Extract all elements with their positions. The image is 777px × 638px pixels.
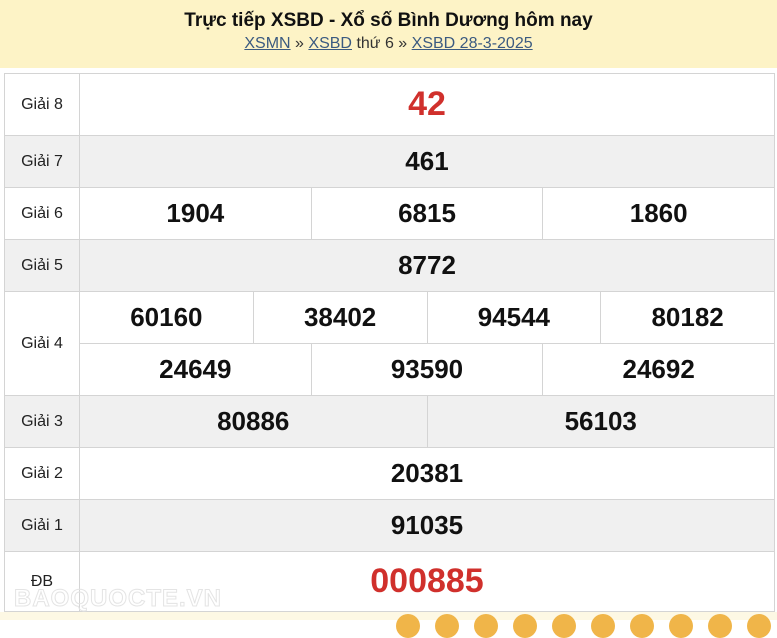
prize-number: 42 xyxy=(79,73,775,136)
prize-number: 91035 xyxy=(79,499,775,552)
prize-number: 24649 xyxy=(80,344,312,395)
breadcrumb-sep: » xyxy=(295,35,304,52)
prize-label: Giải 4 xyxy=(4,291,80,396)
link-xsmn[interactable]: XSMN xyxy=(244,35,291,52)
watermark: BAOQUOCTE.VN xyxy=(13,585,223,613)
prize-number: 93590 xyxy=(312,344,544,395)
prize-label: Giải 7 xyxy=(4,135,80,188)
link-xsbd[interactable]: XSBD xyxy=(308,35,352,52)
prize-number: 38402 xyxy=(254,292,428,343)
prize-label: Giải 1 xyxy=(4,499,80,552)
ball-icon xyxy=(747,614,771,638)
row-g4: Giải 4 60160 38402 94544 80182 24649 93590 24… xyxy=(4,291,775,396)
ball-icon xyxy=(513,614,537,638)
breadcrumb: XSMN » XSBD thứ 6 » XSBD 28-3-2025 xyxy=(0,35,777,53)
ball-icon xyxy=(396,614,420,638)
prize-number: 1904 xyxy=(80,188,312,239)
results-table: Giải 8 42 Giải 7 461 Giải 6 1904 6815 1860 Gi… xyxy=(4,73,775,612)
ball-icon xyxy=(630,614,654,638)
prize-number: 461 xyxy=(79,135,775,188)
bottom-strip xyxy=(0,612,777,620)
page-title: Trực tiếp XSBD - Xổ số Bình Dương hôm na… xyxy=(184,10,593,31)
prize-label: Giải 6 xyxy=(4,187,80,240)
row-g6: Giải 6 1904 6815 1860 xyxy=(4,187,775,240)
prize-label: ĐB xyxy=(4,551,80,612)
link-xsbd-date[interactable]: XSBD 28-3-2025 xyxy=(411,35,533,52)
prize-number: 60160 xyxy=(80,292,254,343)
prize-number: 8772 xyxy=(79,239,775,292)
row-db: ĐB 000885 xyxy=(4,551,775,612)
day-label: thứ 6 xyxy=(356,35,394,52)
prize-number: 1860 xyxy=(629,198,688,228)
prize-label: Giải 8 xyxy=(4,73,80,136)
ball-icon xyxy=(435,614,459,638)
prize-number: 56103 xyxy=(564,406,637,436)
prize-number: 20381 xyxy=(79,447,775,500)
row-g2: Giải 2 20381 xyxy=(4,447,775,500)
prize-label: Giải 3 xyxy=(4,395,80,448)
ball-icon xyxy=(552,614,576,638)
prize-number: 6815 xyxy=(312,188,544,239)
row-g5: Giải 5 8772 xyxy=(4,239,775,292)
prize-number: 80886 xyxy=(80,396,428,447)
prize-number: 80182 xyxy=(651,302,724,332)
ball-icon xyxy=(474,614,498,638)
row-g8: Giải 8 42 xyxy=(4,73,775,136)
ball-icon xyxy=(669,614,693,638)
prize-label: Giải 2 xyxy=(4,447,80,500)
page-header: Trực tiếp XSBD - Xổ số Bình Dương hôm na… xyxy=(0,0,777,68)
row-g7: Giải 7 461 xyxy=(4,135,775,188)
special-prize-number: 000885 xyxy=(79,551,775,612)
ball-icon xyxy=(708,614,732,638)
row-g3: Giải 3 80886 56103 xyxy=(4,395,775,448)
prize-number: 24692 xyxy=(622,354,695,384)
row-g1: Giải 1 91035 xyxy=(4,499,775,552)
breadcrumb-sep: » xyxy=(398,35,408,52)
ball-icon xyxy=(591,614,615,638)
prize-label: Giải 5 xyxy=(4,239,80,292)
prize-number: 94544 xyxy=(428,292,602,343)
